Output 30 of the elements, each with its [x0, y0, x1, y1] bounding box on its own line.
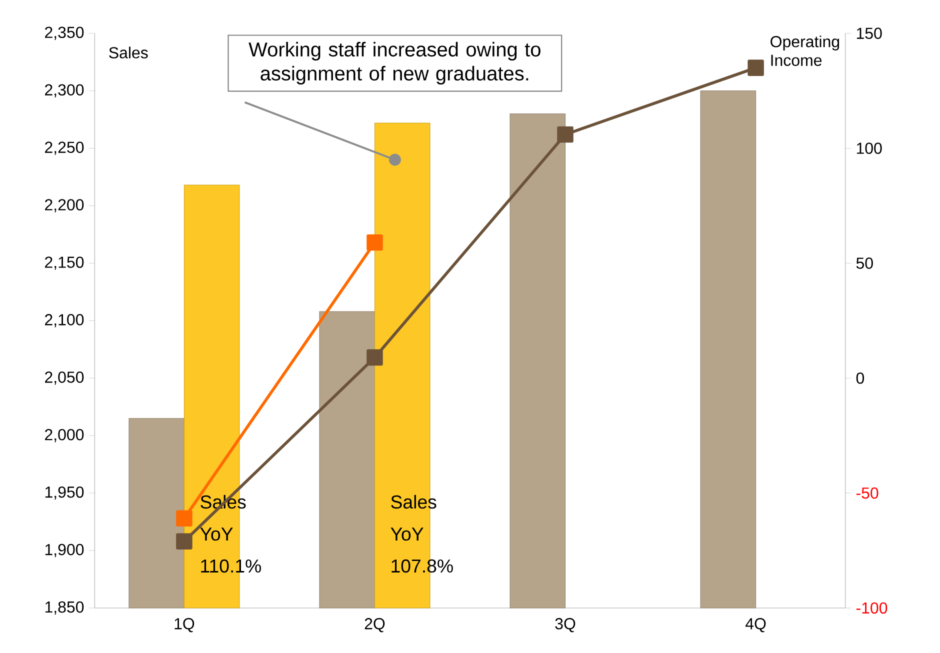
point — [748, 60, 764, 76]
point — [176, 533, 192, 550]
x-tick-label: 2Q — [364, 618, 385, 632]
y-tick-label: 2,250 — [45, 142, 84, 155]
y-tick-label: 2,100 — [45, 314, 84, 328]
x-tick-label: 4Q — [746, 618, 766, 632]
annotation: Working staff increased owing to assignment of new graduates. — [248, 42, 540, 84]
y2-tick-label: 150 — [856, 28, 882, 39]
y-tick-label: 1,950 — [45, 486, 84, 500]
point — [557, 126, 574, 142]
y2-tick-label: -50 — [856, 487, 878, 499]
y-tick-label: 2,000 — [45, 428, 84, 442]
y2-tick-label: 0 — [856, 372, 864, 384]
point — [366, 234, 383, 250]
y-tick-label: 2,200 — [45, 198, 84, 212]
y2-tick-label: 50 — [856, 257, 873, 269]
y-tick-label: 2,050 — [45, 371, 84, 385]
y2-tick-label: 100 — [856, 142, 882, 154]
x-tick-label: 1Q — [174, 618, 194, 632]
point — [176, 510, 192, 526]
y2-tick-label: -100 — [856, 602, 888, 614]
y-tick-label: 2,300 — [45, 84, 84, 98]
y-tick-label: 2,150 — [45, 256, 84, 270]
x-tick-label: 3Q — [555, 618, 576, 632]
point — [366, 349, 383, 366]
y-tick-label: 2,350 — [45, 26, 84, 40]
y-tick-label: 1,850 — [45, 601, 84, 614]
y-axis-title: Sales — [109, 46, 148, 58]
y-tick-label: 1,900 — [45, 544, 84, 557]
y2-axis-title: Operating Income — [770, 35, 840, 66]
